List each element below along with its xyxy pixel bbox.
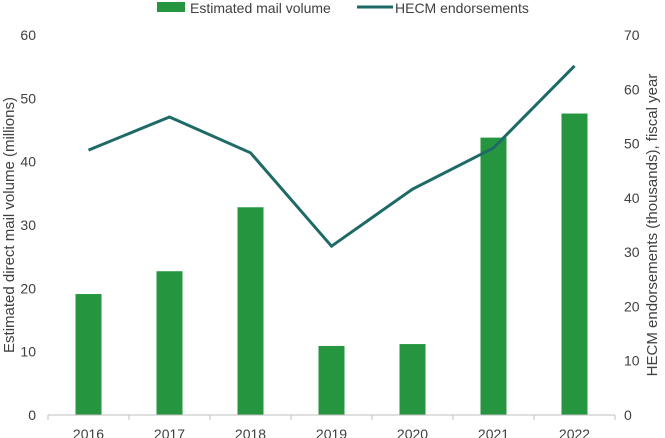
y2-tick-label: 40 xyxy=(624,190,640,206)
y2-tick-label: 70 xyxy=(624,27,640,43)
y2-tick-label: 0 xyxy=(624,407,632,423)
bar-2020 xyxy=(399,344,426,415)
x-tick-label: 2021 xyxy=(478,426,509,438)
legend-swatch-bar xyxy=(157,2,185,12)
bar-2021 xyxy=(480,137,507,415)
y-axis-label: Estimated direct mail volume (millions) xyxy=(1,97,18,353)
legend: Estimated mail volume HECM endorsements xyxy=(157,0,529,16)
y2-tick-label: 20 xyxy=(624,298,640,314)
y-tick-label: 20 xyxy=(20,280,36,296)
y2-tick-label: 10 xyxy=(624,353,640,369)
legend-label-line: HECM endorsements xyxy=(395,0,529,16)
bar-2018 xyxy=(237,207,264,415)
y-tick-label: 10 xyxy=(20,344,36,360)
y-tick-label: 60 xyxy=(20,27,36,43)
y2-tick-label: 30 xyxy=(624,244,640,260)
x-tick-label: 2022 xyxy=(559,426,590,438)
x-tick-label: 2020 xyxy=(397,426,428,438)
x-tick-label: 2017 xyxy=(154,426,185,438)
bar-2017 xyxy=(156,271,183,415)
bar-2016 xyxy=(75,294,102,415)
y-tick-label: 0 xyxy=(28,407,36,423)
legend-label-bar: Estimated mail volume xyxy=(190,0,331,16)
x-tick-label: 2018 xyxy=(235,426,266,438)
y2-tick-label: 60 xyxy=(624,81,640,97)
bar-2022 xyxy=(561,113,588,416)
y-tick-label: 30 xyxy=(20,217,36,233)
y2-axis-label: HECM endorsements (thousands), fiscal ye… xyxy=(644,74,661,377)
bar-2019 xyxy=(318,345,345,415)
y2-tick-label: 50 xyxy=(624,136,640,152)
y-tick-label: 40 xyxy=(20,154,36,170)
x-tick-label: 2016 xyxy=(73,426,104,438)
x-tick-label: 2019 xyxy=(316,426,347,438)
y-tick-label: 50 xyxy=(20,90,36,106)
